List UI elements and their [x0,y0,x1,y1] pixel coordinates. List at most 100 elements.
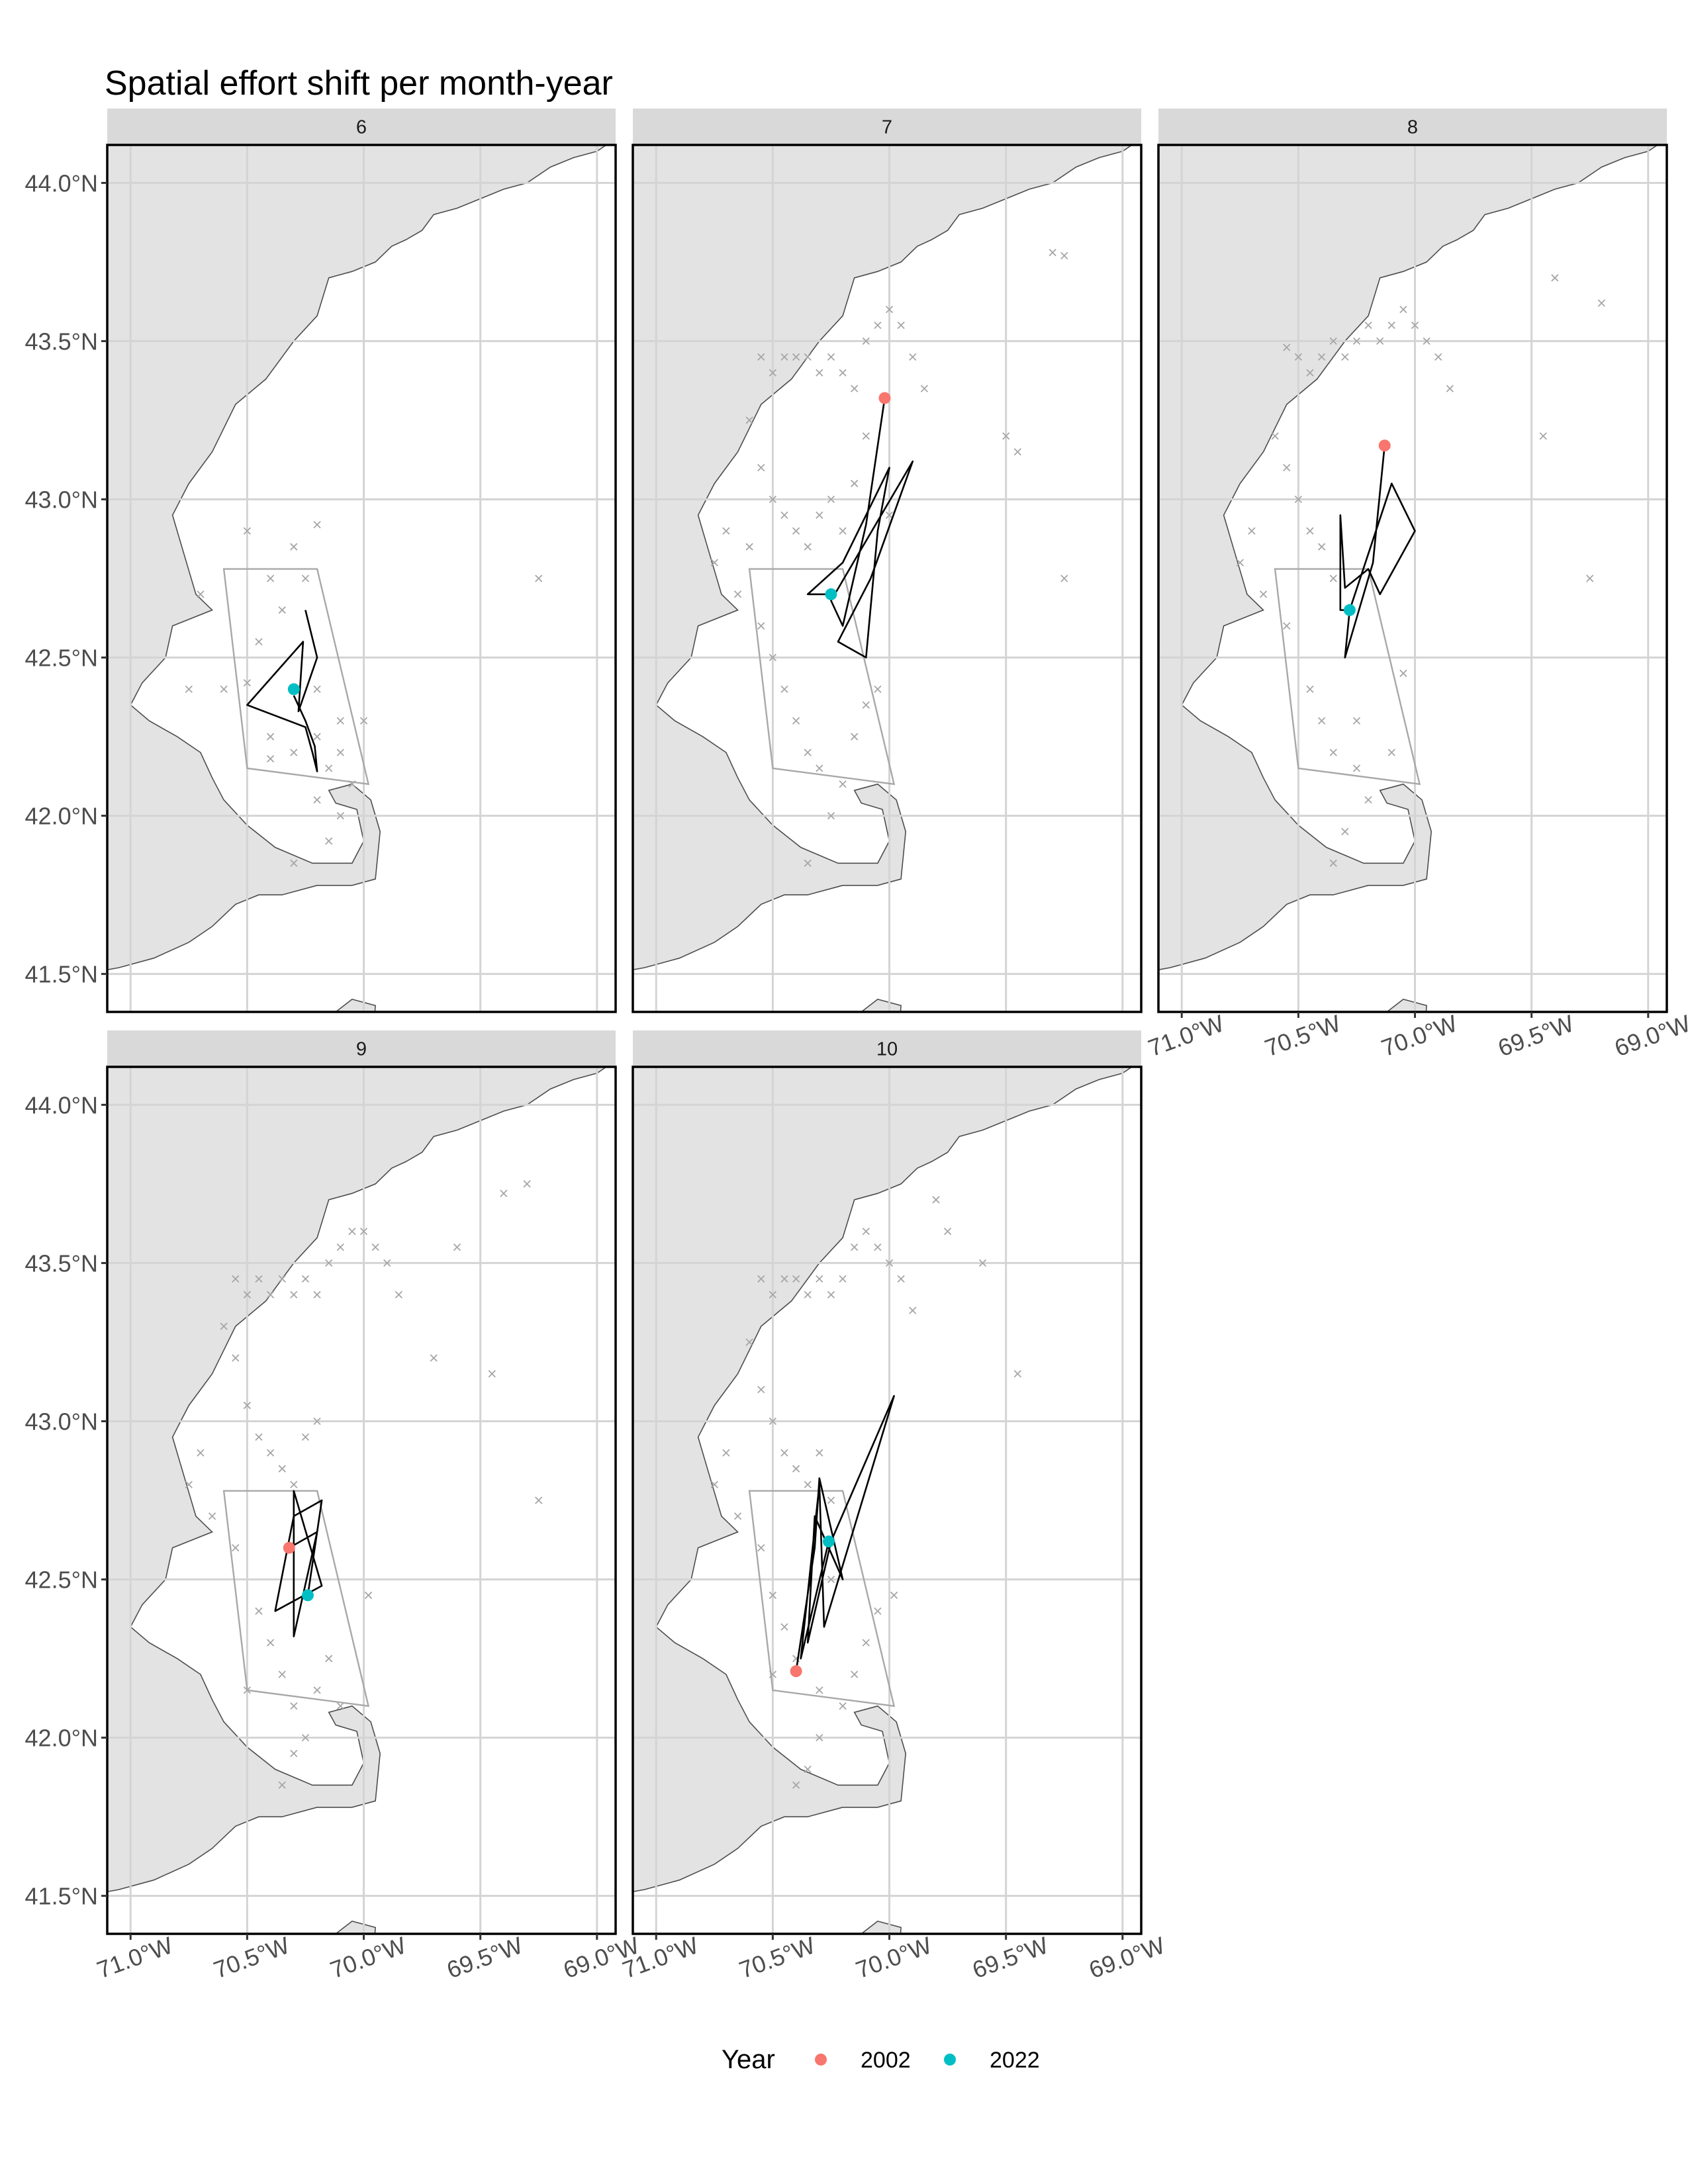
centroid-track [274,1490,323,1637]
effort-mark [255,1433,263,1441]
effort-mark [290,749,298,756]
effort-mark [816,1686,823,1694]
effort-mark [733,1512,742,1520]
facet-strip-label: 8 [1407,117,1418,138]
effort-mark [862,1639,870,1647]
region-outline [1274,568,1421,786]
effort-mark [780,685,788,693]
effort-mark [197,590,205,598]
year-point-2022 [301,1589,314,1602]
y-tick-label: 41.5°N [25,1883,98,1910]
effort-mark [780,511,788,520]
effort-mark [839,780,847,788]
effort-mark [909,1306,917,1314]
effort-mark [792,1465,800,1473]
effort-mark [1399,305,1407,314]
effort-mark [1399,669,1407,678]
effort-mark [278,1465,286,1473]
effort-mark [780,1623,788,1631]
effort-mark [313,796,321,804]
effort-mark [897,1275,905,1283]
effort-mark [278,1275,286,1283]
facet-panel-6: 6 [106,109,617,1013]
effort-mark [769,1670,777,1678]
effort-mark [1013,448,1021,456]
land-island [861,999,902,1012]
effort-mark [348,1227,356,1236]
x-tick-label: 70.5°W [735,1931,818,1983]
effort-mark [488,1370,496,1378]
effort-mark [185,685,193,693]
effort-mark [290,1291,298,1298]
effort-mark [1387,321,1395,330]
effort-mark [792,1275,800,1283]
effort-mark [266,1291,275,1298]
effort-mark [1294,495,1303,504]
effort-mark [804,1765,812,1774]
effort-mark [1283,343,1291,351]
effort-mark [232,1354,240,1362]
effort-mark [336,717,344,725]
facet-strip [107,109,616,145]
effort-mark [1423,337,1430,345]
effort-mark [266,754,275,763]
effort-mark [1049,248,1056,257]
effort-mark [359,717,368,725]
land-mainland [107,145,608,971]
legend-key-2022 [944,2054,956,2066]
effort-mark [395,1291,403,1298]
effort-mark [325,1259,333,1267]
effort-mark [1317,717,1326,725]
year-point-2022 [825,588,837,600]
legend-key-2002 [815,2054,827,2066]
effort-mark [816,1275,823,1283]
land-mainland [633,1067,1133,1893]
year-point-2022 [287,683,300,696]
land-mainland [1158,145,1659,971]
effort-mark [290,1702,298,1710]
effort-mark [301,574,310,582]
effort-mark [1306,685,1314,693]
panel-border [632,1066,1143,1935]
effort-mark [769,369,777,377]
facet-panel-8: 8 [1157,109,1668,1013]
effort-mark [278,606,286,614]
effort-mark [827,353,835,361]
effort-mark [862,337,870,345]
effort-mark [325,837,333,845]
x-tick-label: 70.5°W [1261,1009,1344,1062]
effort-mark [266,1449,275,1457]
land-island [1386,999,1427,1012]
facet-panel-10: 10 [632,1030,1143,1935]
y-tick-label: 43.5°N [25,1250,98,1277]
effort-mark [1013,1370,1021,1378]
effort-mark [885,511,894,520]
x-tick-label: 70.0°W [326,1931,409,1983]
centroid-track [246,610,318,772]
effort-mark [243,527,252,535]
effort-mark [1341,353,1349,361]
y-tick-label: 41.5°N [25,961,98,988]
effort-mark [839,369,847,377]
effort-mark [278,1670,286,1678]
panel-body [633,145,1141,1012]
effort-mark [313,685,321,693]
effort-mark [885,1259,894,1267]
effort-mark [816,511,823,520]
effort-mark [722,527,730,535]
effort-mark [827,1291,835,1298]
effort-mark [266,1639,275,1647]
y-tick-label: 42.0°N [25,803,98,830]
facet-strip [107,1030,616,1067]
effort-mark [769,1417,777,1426]
effort-mark [839,527,847,535]
effort-mark [313,1417,321,1426]
effort-mark [804,1480,812,1488]
effort-mark [1376,337,1384,345]
x-tick-label: 69.0°W [1611,1009,1688,1062]
panel-body [633,1067,1141,1934]
effort-mark [816,764,823,772]
effort-mark [359,1227,368,1236]
effort-mark [769,1591,777,1600]
effort-mark [313,733,321,741]
